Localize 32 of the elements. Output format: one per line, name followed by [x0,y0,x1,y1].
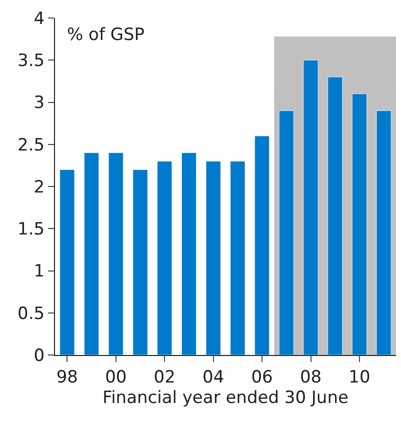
bar [84,152,100,355]
y-tick-label: 1 [34,262,45,282]
bar [254,136,270,355]
y-tick-label: 3 [34,93,45,114]
x-axis-title: Financial year ended 30 June [102,388,348,408]
x-tick-label: 00 [105,367,127,388]
y-tick-label: 4 [34,8,45,29]
y-tick-label: 0 [34,346,45,366]
bar [352,94,368,355]
bar [181,152,197,355]
x-tick-label: 02 [154,367,176,388]
bar [60,169,75,355]
bar [230,160,246,355]
x-tick-label: 10 [348,367,370,388]
bar [376,110,392,355]
y-tick-label: 2 [34,177,45,198]
y-tick-label: 1.5 [18,220,45,240]
y-tick-label: 3.5 [18,51,45,72]
bar [206,160,221,355]
bar [157,160,172,355]
y-axis-title: % of GSP [67,25,145,45]
x-tick-label: 06 [251,367,273,388]
bar [278,110,294,355]
bar [108,152,124,355]
y-tick-label: 2.5 [18,135,45,156]
x-tick-label: 04 [202,367,224,388]
y-tick-label: 0.5 [18,304,45,324]
bar [132,169,148,355]
x-tick-label: 08 [300,367,322,388]
x-tick-label: 98 [56,367,78,388]
bar [328,76,343,355]
bar [303,60,318,355]
